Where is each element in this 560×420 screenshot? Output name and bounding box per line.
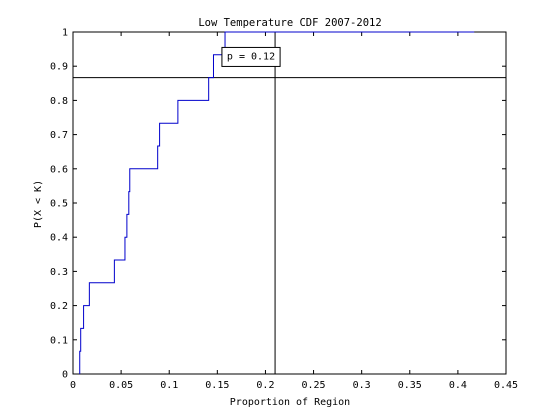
y-tick-label: 0.6 — [50, 164, 68, 175]
y-tick-label: 0.4 — [50, 233, 68, 244]
y-tick-label: 1 — [62, 28, 68, 39]
x-axis-label: Proportion of Region — [230, 397, 350, 408]
y-tick-label: 0.3 — [50, 267, 68, 278]
x-tick-label: 0.05 — [109, 380, 133, 391]
annotation-text: p = 0.12 — [227, 51, 275, 62]
y-tick-label: 0 — [62, 370, 68, 381]
y-tick-label: 0.8 — [50, 96, 68, 107]
x-tick-label: 0.2 — [256, 380, 274, 391]
x-tick-label: 0.35 — [398, 380, 422, 391]
x-tick-label: 0.1 — [160, 380, 178, 391]
x-tick-label: 0.45 — [494, 380, 518, 391]
y-tick-label: 0.2 — [50, 301, 68, 312]
x-tick-label: 0.15 — [205, 380, 229, 391]
y-axis-label: P(X < K) — [33, 180, 44, 228]
x-tick-label: 0.3 — [353, 380, 371, 391]
y-tick-label: 0.1 — [50, 335, 68, 346]
chart-title: Low Temperature CDF 2007-2012 — [198, 17, 381, 29]
x-tick-label: 0.25 — [302, 380, 326, 391]
x-tick-label: 0.4 — [449, 380, 467, 391]
y-tick-label: 0.5 — [50, 199, 68, 210]
x-tick-label: 0 — [70, 380, 76, 391]
y-tick-label: 0.9 — [50, 62, 68, 73]
annotation-box: p = 0.12 — [222, 47, 280, 66]
y-tick-label: 0.7 — [50, 130, 68, 141]
